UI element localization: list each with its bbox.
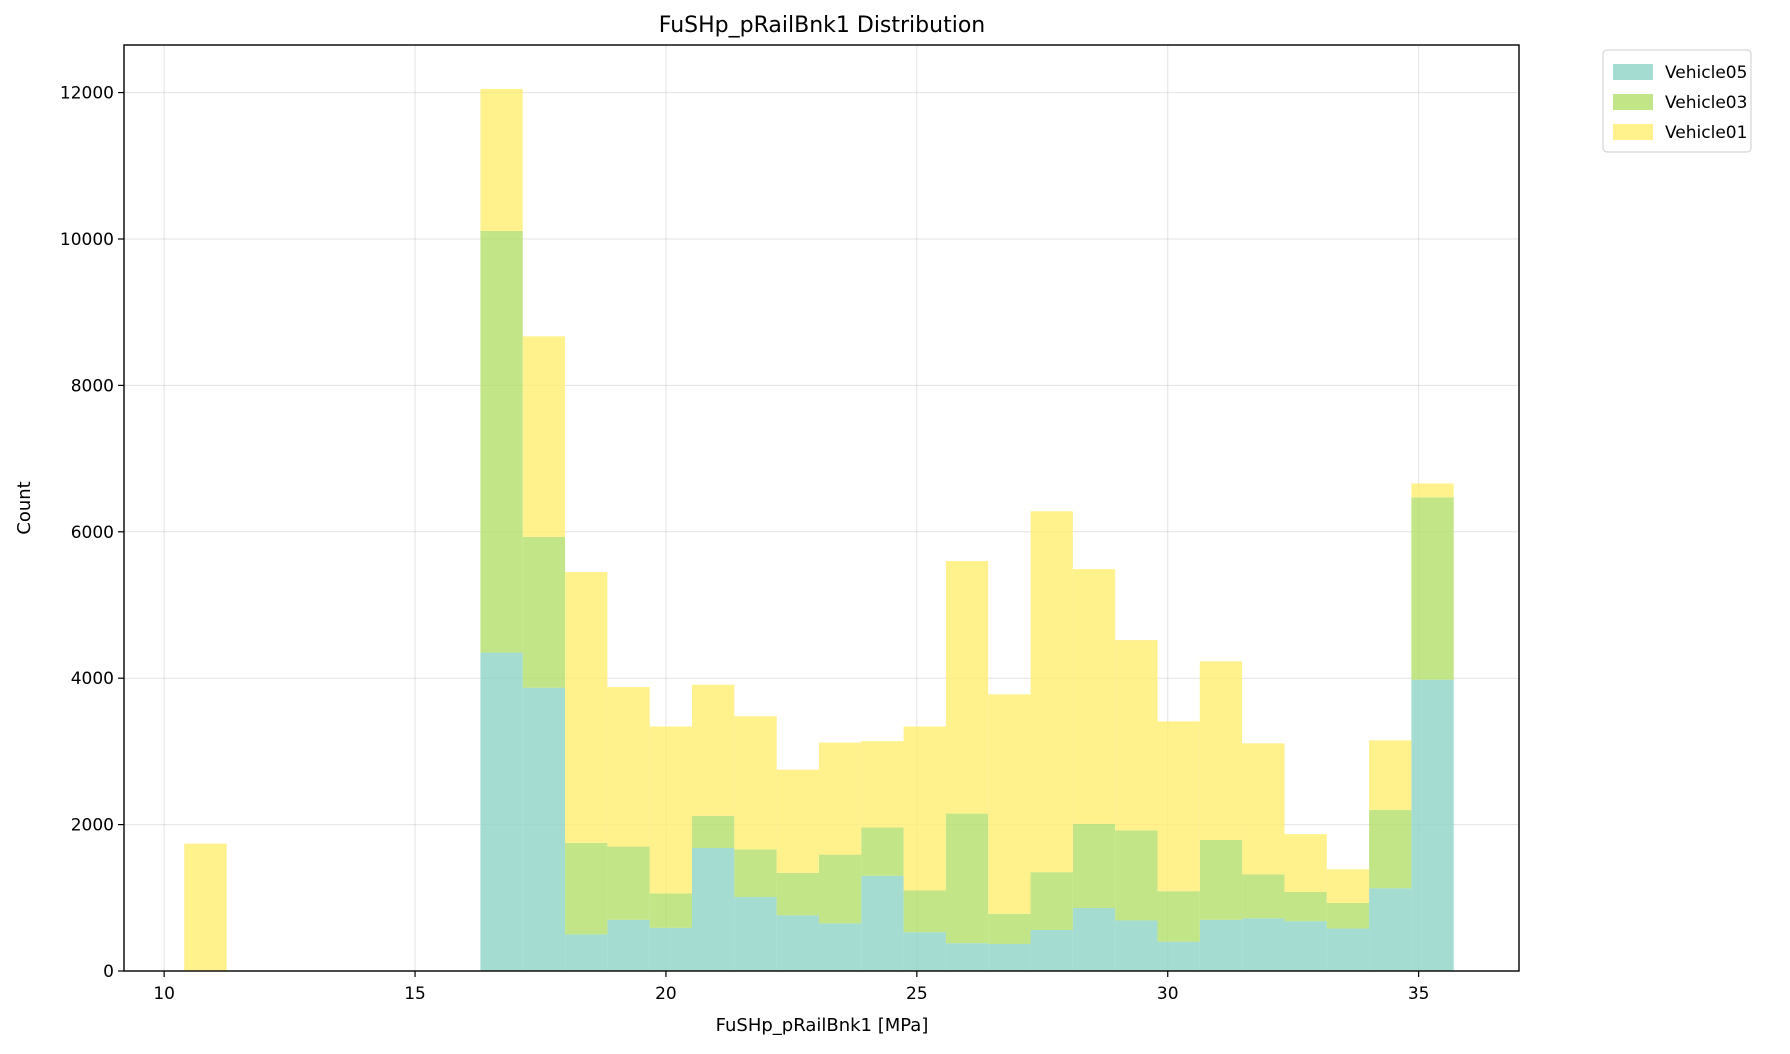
bar-vehicle05-bin-11 xyxy=(650,928,692,971)
bar-vehicle05-bin-10 xyxy=(607,920,649,971)
bar-vehicle05-bin-12 xyxy=(692,848,734,971)
chart-title: FuSHp_pRailBnk1 Distribution xyxy=(659,13,985,38)
bar-vehicle05-bin-14 xyxy=(777,915,819,971)
y-tick-label: 4000 xyxy=(71,669,114,689)
y-tick-label: 2000 xyxy=(71,816,114,836)
bar-vehicle05-bin-18 xyxy=(946,943,988,971)
x-tick-label: 25 xyxy=(906,984,928,1004)
bar-vehicle03-bin-23 xyxy=(1157,891,1199,942)
x-tick-label: 30 xyxy=(1157,984,1179,1004)
bar-vehicle01-bin-29 xyxy=(1411,483,1453,497)
bar-vehicle05-bin-22 xyxy=(1115,920,1157,971)
bar-vehicle03-bin-29 xyxy=(1411,497,1453,679)
bar-vehicle01-bin-15 xyxy=(819,743,861,855)
bar-vehicle03-bin-17 xyxy=(904,890,946,932)
bar-vehicle03-bin-11 xyxy=(650,893,692,927)
bar-vehicle03-bin-12 xyxy=(692,816,734,848)
bar-vehicle01-bin-21 xyxy=(1073,569,1115,824)
bar-vehicle01-bin-14 xyxy=(777,770,819,873)
bar-vehicle01-bin-26 xyxy=(1284,834,1326,892)
bar-vehicle05-bin-15 xyxy=(819,923,861,971)
bar-vehicle03-bin-9 xyxy=(565,843,607,935)
y-tick-label: 12000 xyxy=(60,84,114,104)
bar-vehicle03-bin-24 xyxy=(1200,840,1242,920)
bar-vehicle05-bin-21 xyxy=(1073,908,1115,971)
bar-vehicle03-bin-20 xyxy=(1031,872,1073,930)
bar-vehicle01-bin-25 xyxy=(1242,743,1284,874)
bar-vehicle01-bin-13 xyxy=(734,716,776,849)
bar-vehicle05-bin-7 xyxy=(480,653,522,971)
x-tick-label: 35 xyxy=(1408,984,1430,1004)
bar-vehicle03-bin-7 xyxy=(480,231,522,653)
y-tick-label: 10000 xyxy=(60,230,114,250)
y-tick-label: 0 xyxy=(103,962,114,982)
bar-vehicle05-bin-20 xyxy=(1031,930,1073,971)
bar-vehicle01-bin-20 xyxy=(1031,511,1073,872)
bar-vehicle03-bin-14 xyxy=(777,873,819,915)
bar-vehicle05-bin-26 xyxy=(1284,921,1326,971)
y-axis-label: Count xyxy=(14,481,35,534)
bar-vehicle03-bin-19 xyxy=(988,914,1030,944)
bar-vehicle01-bin-9 xyxy=(565,572,607,843)
bar-vehicle05-bin-9 xyxy=(565,934,607,971)
bar-vehicle01-bin-24 xyxy=(1200,661,1242,840)
bar-vehicle05-bin-29 xyxy=(1411,680,1453,971)
bar-vehicle03-bin-28 xyxy=(1369,810,1411,888)
bars xyxy=(184,89,1454,971)
legend-swatch-vehicle05 xyxy=(1613,64,1653,80)
bar-vehicle01-bin-23 xyxy=(1157,721,1199,891)
y-tick-label: 6000 xyxy=(71,523,114,543)
legend-label-vehicle01: Vehicle01 xyxy=(1665,123,1747,143)
bar-vehicle03-bin-25 xyxy=(1242,874,1284,918)
bar-vehicle03-bin-8 xyxy=(523,537,565,688)
legend-label-vehicle05: Vehicle05 xyxy=(1665,63,1747,83)
bar-vehicle01-bin-17 xyxy=(904,727,946,891)
bar-vehicle01-bin-8 xyxy=(523,336,565,537)
bar-vehicle01-bin-18 xyxy=(946,561,988,814)
bar-vehicle01-bin-28 xyxy=(1369,740,1411,810)
legend-swatch-vehicle03 xyxy=(1613,94,1653,110)
bar-vehicle05-bin-25 xyxy=(1242,918,1284,971)
bar-vehicle05-bin-19 xyxy=(988,944,1030,971)
bar-vehicle03-bin-10 xyxy=(607,847,649,920)
bar-vehicle01-bin-11 xyxy=(650,727,692,894)
series-vehicle01 xyxy=(184,89,1454,971)
bar-vehicle05-bin-24 xyxy=(1200,920,1242,971)
bar-vehicle01-bin-19 xyxy=(988,694,1030,914)
bar-vehicle03-bin-13 xyxy=(734,849,776,897)
bar-vehicle05-bin-28 xyxy=(1369,888,1411,971)
bar-vehicle05-bin-13 xyxy=(734,897,776,971)
bar-vehicle03-bin-26 xyxy=(1284,892,1326,921)
bar-vehicle05-bin-27 xyxy=(1327,929,1369,971)
x-tick-label: 10 xyxy=(153,984,175,1004)
bar-vehicle03-bin-27 xyxy=(1327,903,1369,929)
legend-label-vehicle03: Vehicle03 xyxy=(1665,93,1747,113)
bar-vehicle01-bin-7 xyxy=(480,89,522,231)
x-tick-label: 20 xyxy=(655,984,677,1004)
bar-vehicle01-bin-10 xyxy=(607,687,649,847)
bar-vehicle01-bin-0 xyxy=(184,844,226,971)
legend: Vehicle05 Vehicle03 Vehicle01 xyxy=(1603,50,1751,152)
x-axis-label: FuSHp_pRailBnk1 [MPa] xyxy=(716,1015,929,1036)
bar-vehicle03-bin-16 xyxy=(861,828,903,876)
x-tick-label: 15 xyxy=(404,984,426,1004)
bar-vehicle01-bin-22 xyxy=(1115,640,1157,830)
y-tick-label: 8000 xyxy=(71,376,114,396)
bar-vehicle05-bin-8 xyxy=(523,688,565,971)
bar-vehicle01-bin-27 xyxy=(1327,869,1369,903)
bar-vehicle01-bin-16 xyxy=(861,741,903,827)
bar-vehicle03-bin-22 xyxy=(1115,830,1157,920)
legend-swatch-vehicle01 xyxy=(1613,124,1653,140)
bar-vehicle01-bin-12 xyxy=(692,685,734,816)
bar-vehicle03-bin-18 xyxy=(946,814,988,944)
bar-vehicle05-bin-23 xyxy=(1157,942,1199,971)
bar-vehicle05-bin-17 xyxy=(904,932,946,971)
bar-vehicle03-bin-15 xyxy=(819,855,861,924)
bar-vehicle05-bin-16 xyxy=(861,876,903,971)
bar-vehicle03-bin-21 xyxy=(1073,824,1115,908)
